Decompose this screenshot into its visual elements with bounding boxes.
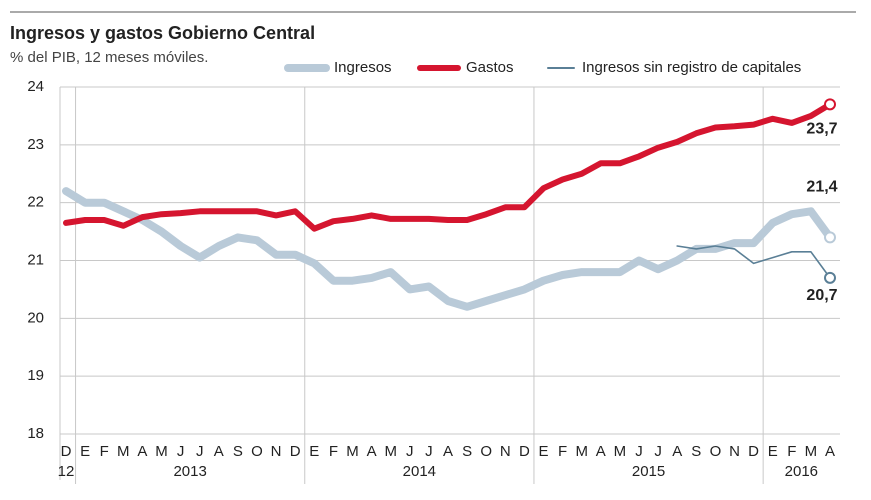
year-label: 2014: [403, 463, 436, 480]
x-tick-label: M: [805, 443, 818, 460]
end-marker: [824, 231, 836, 244]
value-label: 20,7: [806, 287, 837, 304]
x-tick-label: D: [290, 443, 301, 460]
x-tick-label: M: [346, 443, 359, 460]
x-tick-label: J: [177, 443, 185, 460]
x-tick-label: J: [406, 443, 414, 460]
x-tick-label: F: [100, 443, 109, 460]
x-tick-label: E: [80, 443, 90, 460]
x-tick-label: D: [61, 443, 72, 460]
x-tick-label: A: [367, 443, 377, 460]
chart-title: Ingresos y gastos Gobierno Central: [10, 23, 315, 43]
year-label: 2016: [785, 463, 818, 480]
x-tick-label: M: [117, 443, 130, 460]
x-tick-label: F: [558, 443, 567, 460]
x-tick-label: N: [271, 443, 282, 460]
legend-label: Ingresos: [334, 59, 392, 76]
y-tick-label: 23: [27, 136, 44, 153]
y-tick-label: 20: [27, 309, 44, 326]
year-label: 2015: [632, 463, 665, 480]
series-line: [62, 187, 834, 311]
end-marker: [824, 271, 836, 284]
x-tick-label: S: [233, 443, 243, 460]
x-tick-label: D: [519, 443, 530, 460]
series-line: [63, 101, 833, 232]
y-tick-label: 22: [27, 194, 44, 211]
x-tick-label: A: [825, 443, 835, 460]
x-tick-label: O: [710, 443, 722, 460]
x-tick-label: S: [462, 443, 472, 460]
year-label: 2013: [173, 463, 206, 480]
x-tick-label: O: [480, 443, 492, 460]
x-tick-label: J: [196, 443, 204, 460]
x-tick-label: M: [384, 443, 397, 460]
x-tick-label: M: [614, 443, 627, 460]
legend-label: Ingresos sin registro de capitales: [582, 59, 801, 76]
x-tick-label: N: [729, 443, 740, 460]
legend-label: Gastos: [466, 59, 514, 76]
x-tick-label: J: [425, 443, 433, 460]
year-label: 12: [58, 463, 75, 480]
chart-subtitle: % del PIB, 12 meses móviles.: [10, 49, 208, 66]
value-label: 21,4: [806, 179, 837, 196]
end-marker: [824, 98, 836, 111]
y-tick-label: 18: [27, 425, 44, 442]
x-tick-label: N: [500, 443, 511, 460]
x-tick-label: A: [596, 443, 606, 460]
x-tick-label: A: [672, 443, 682, 460]
y-tick-label: 19: [27, 367, 44, 384]
x-tick-label: A: [137, 443, 147, 460]
x-tick-label: E: [538, 443, 548, 460]
value-label: 23,7: [806, 121, 837, 138]
x-tick-label: A: [214, 443, 224, 460]
series-line: [676, 245, 831, 279]
y-tick-label: 24: [27, 78, 44, 95]
x-tick-label: M: [575, 443, 588, 460]
x-tick-label: S: [691, 443, 701, 460]
y-tick-label: 21: [27, 251, 44, 268]
x-tick-label: O: [251, 443, 263, 460]
x-tick-label: A: [443, 443, 453, 460]
x-tick-label: F: [787, 443, 796, 460]
x-tick-label: E: [768, 443, 778, 460]
x-tick-label: F: [329, 443, 338, 460]
x-tick-label: E: [309, 443, 319, 460]
x-tick-label: J: [635, 443, 643, 460]
x-tick-label: J: [654, 443, 662, 460]
x-tick-label: D: [748, 443, 759, 460]
x-tick-label: M: [155, 443, 168, 460]
